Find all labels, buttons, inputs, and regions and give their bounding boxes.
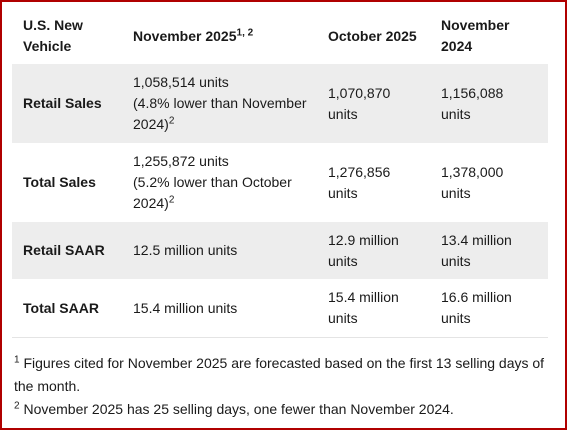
cell-line: 1,156,088 bbox=[441, 84, 504, 101]
header-nov2025-label: November 2025 bbox=[133, 27, 237, 44]
cell-line: units bbox=[328, 184, 358, 201]
header-oct2025: October 2025 bbox=[328, 8, 441, 64]
cell-line: 1,276,856 bbox=[328, 163, 391, 180]
cell-nov2025: 1,255,872 units (5.2% lower than October… bbox=[133, 143, 328, 222]
table-row-total-saar: Total SAAR 15.4 million units 15.4 milli… bbox=[12, 279, 548, 338]
table-row-retail-sales: Retail Sales 1,058,514 units (4.8% lower… bbox=[12, 64, 548, 143]
row-label: Total Sales bbox=[12, 143, 133, 222]
cell-oct2025: 1,276,856 units bbox=[328, 143, 441, 222]
cell-nov2024: 1,156,088 units bbox=[441, 64, 548, 143]
cell-line: 1,058,514 units bbox=[133, 74, 229, 90]
table-row-total-sales: Total Sales 1,255,872 units (5.2% lower … bbox=[12, 143, 548, 222]
cell-line: units bbox=[328, 310, 358, 326]
sales-table: U.S. New Vehicle November 20251, 2 Octob… bbox=[12, 8, 548, 338]
cell-line: 15.4 million units bbox=[133, 299, 238, 316]
cell-line: 15.4 million bbox=[328, 289, 399, 305]
cell-line: 1,255,872 units bbox=[133, 153, 229, 169]
row-label: Total SAAR bbox=[12, 279, 133, 338]
footnote-1-mark: 1 bbox=[14, 354, 20, 366]
table-header-row: U.S. New Vehicle November 20251, 2 Octob… bbox=[12, 8, 548, 64]
cell-oct2025: 1,070,870 units bbox=[328, 64, 441, 143]
header-nov2024-line-2: 2024 bbox=[441, 38, 473, 54]
cell-line-text: 2024) bbox=[133, 116, 169, 132]
header-oct2025-label: October 2025 bbox=[328, 27, 417, 44]
cell-line: 12.5 million units bbox=[133, 242, 238, 258]
row-label: Retail SAAR bbox=[12, 222, 133, 279]
cell-nov2025: 15.4 million units bbox=[133, 279, 328, 338]
cell-nov2024: 16.6 million units bbox=[441, 279, 548, 338]
header-vehicle: U.S. New Vehicle bbox=[12, 8, 133, 64]
cell-line: units bbox=[441, 184, 471, 201]
cell-oct2025: 12.9 million units bbox=[328, 222, 441, 279]
cell-oct2025: 15.4 million units bbox=[328, 279, 441, 338]
cell-line-text: 2024) bbox=[133, 195, 169, 211]
footnote-mark: 2 bbox=[168, 115, 175, 127]
table-row-retail-saar: Retail SAAR 12.5 million units 12.9 mill… bbox=[12, 222, 548, 279]
footnote-2: 2 November 2025 has 25 selling days, one… bbox=[14, 398, 554, 421]
header-nov2025: November 20251, 2 bbox=[133, 8, 328, 64]
cell-line: units bbox=[328, 105, 358, 122]
footnote-mark: 2 bbox=[168, 194, 175, 206]
cell-line: 1,070,870 bbox=[328, 84, 391, 101]
cell-line: units bbox=[441, 310, 471, 326]
cell-line: (5.2% lower than October bbox=[133, 174, 292, 190]
header-vehicle-line-2: Vehicle bbox=[23, 38, 72, 54]
footnote-1-text: Figures cited for November 2025 are fore… bbox=[14, 355, 545, 394]
header-nov2024-line-1: November bbox=[441, 17, 510, 33]
footnote-2-text: November 2025 has 25 selling days, one f… bbox=[23, 401, 454, 417]
header-nov2025-footnote-mark: 1, 2 bbox=[236, 26, 254, 38]
cell-line: 2024)2 bbox=[133, 193, 328, 214]
cell-line: 16.6 million bbox=[441, 289, 512, 305]
cell-nov2025: 12.5 million units bbox=[133, 222, 328, 279]
cell-nov2024: 1,378,000 units bbox=[441, 143, 548, 222]
cell-line: 1,378,000 bbox=[441, 163, 504, 180]
cell-line: 12.9 million bbox=[328, 231, 399, 248]
row-label: Retail Sales bbox=[12, 64, 133, 143]
cell-nov2024: 13.4 million units bbox=[441, 222, 548, 279]
footnotes: 1 Figures cited for November 2025 are fo… bbox=[14, 352, 554, 421]
cell-line: 2024)2 bbox=[133, 114, 328, 135]
cell-line: (4.8% lower than November bbox=[133, 95, 307, 111]
header-vehicle-line-1: U.S. New bbox=[23, 17, 83, 33]
cell-line: units bbox=[328, 252, 358, 269]
footnote-2-mark: 2 bbox=[14, 400, 20, 412]
cell-nov2025: 1,058,514 units (4.8% lower than Novembe… bbox=[133, 64, 328, 143]
cell-line: units bbox=[441, 105, 471, 122]
footnote-1: 1 Figures cited for November 2025 are fo… bbox=[14, 352, 554, 398]
cell-line: units bbox=[441, 252, 471, 269]
cell-line: 13.4 million bbox=[441, 231, 512, 248]
header-nov2024: November 2024 bbox=[441, 8, 548, 64]
